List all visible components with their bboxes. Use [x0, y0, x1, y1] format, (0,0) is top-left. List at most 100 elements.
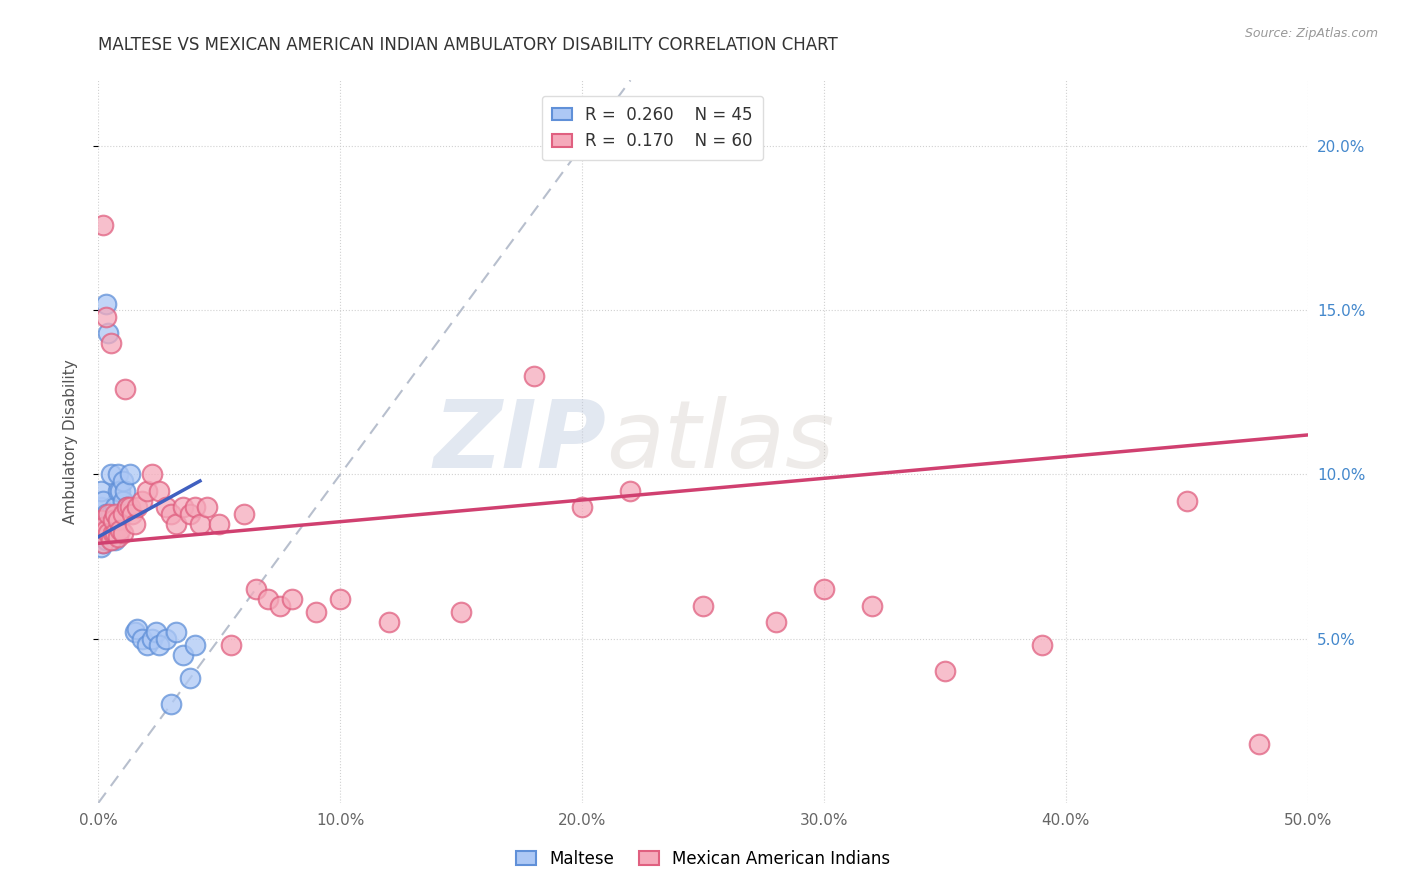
Point	[813, 582, 835, 597]
Point	[179, 507, 201, 521]
Point	[101, 526, 124, 541]
Point	[90, 540, 112, 554]
Point	[131, 632, 153, 646]
Point	[124, 625, 146, 640]
Point	[165, 625, 187, 640]
Point	[114, 382, 136, 396]
Point	[377, 615, 399, 630]
Point	[765, 615, 787, 630]
Point	[188, 516, 211, 531]
Point	[523, 368, 546, 383]
Point	[107, 483, 129, 498]
Point	[100, 336, 122, 351]
Point	[90, 500, 112, 515]
Point	[329, 592, 352, 607]
Point	[94, 520, 117, 534]
Text: ZIP: ZIP	[433, 395, 606, 488]
Point	[97, 507, 120, 521]
Point	[305, 605, 328, 619]
Point	[94, 310, 117, 324]
Point	[135, 483, 157, 498]
Point	[692, 599, 714, 613]
Point	[114, 483, 136, 498]
Point	[104, 500, 127, 515]
Point	[172, 500, 194, 515]
Text: MALTESE VS MEXICAN AMERICAN INDIAN AMBULATORY DISABILITY CORRELATION CHART: MALTESE VS MEXICAN AMERICAN INDIAN AMBUL…	[98, 36, 838, 54]
Point	[111, 474, 134, 488]
Point	[91, 218, 114, 232]
Point	[135, 638, 157, 652]
Point	[100, 507, 122, 521]
Point	[90, 516, 112, 531]
Point	[101, 526, 124, 541]
Point	[91, 493, 114, 508]
Point	[111, 507, 134, 521]
Point	[104, 526, 127, 541]
Point	[94, 296, 117, 310]
Point	[100, 523, 122, 537]
Point	[91, 536, 114, 550]
Point	[281, 592, 304, 607]
Point	[91, 520, 114, 534]
Point	[104, 533, 127, 547]
Point	[148, 483, 170, 498]
Point	[245, 582, 267, 597]
Point	[91, 510, 114, 524]
Point	[107, 467, 129, 482]
Point	[100, 533, 122, 547]
Point	[165, 516, 187, 531]
Point	[141, 467, 163, 482]
Point	[571, 500, 593, 515]
Y-axis label: Ambulatory Disability: Ambulatory Disability	[63, 359, 77, 524]
Point	[90, 526, 112, 541]
Point	[94, 523, 117, 537]
Point	[101, 513, 124, 527]
Point	[91, 523, 114, 537]
Legend: Maltese, Mexican American Indians: Maltese, Mexican American Indians	[509, 844, 897, 875]
Point	[127, 500, 149, 515]
Point	[450, 605, 472, 619]
Point	[145, 625, 167, 640]
Point	[118, 500, 141, 515]
Point	[90, 526, 112, 541]
Point	[97, 530, 120, 544]
Point	[155, 632, 177, 646]
Point	[108, 523, 131, 537]
Point	[94, 507, 117, 521]
Text: atlas: atlas	[606, 396, 835, 487]
Point	[118, 467, 141, 482]
Point	[97, 326, 120, 340]
Point	[117, 500, 139, 515]
Point	[232, 507, 254, 521]
Point	[97, 513, 120, 527]
Point	[172, 648, 194, 662]
Point	[160, 507, 183, 521]
Point	[127, 622, 149, 636]
Point	[195, 500, 218, 515]
Point	[141, 632, 163, 646]
Point	[221, 638, 243, 652]
Point	[111, 526, 134, 541]
Point	[184, 638, 207, 652]
Point	[148, 638, 170, 652]
Point	[860, 599, 883, 613]
Point	[208, 516, 231, 531]
Point	[1031, 638, 1053, 652]
Point	[91, 536, 114, 550]
Point	[90, 483, 112, 498]
Point	[121, 507, 143, 521]
Point	[619, 483, 641, 498]
Point	[90, 513, 112, 527]
Point	[179, 671, 201, 685]
Point	[934, 665, 956, 679]
Point	[107, 513, 129, 527]
Point	[1249, 737, 1271, 751]
Point	[256, 592, 278, 607]
Point	[155, 500, 177, 515]
Point	[1175, 493, 1198, 508]
Point	[97, 526, 120, 541]
Point	[269, 599, 291, 613]
Point	[124, 516, 146, 531]
Point	[101, 513, 124, 527]
Point	[108, 483, 131, 498]
